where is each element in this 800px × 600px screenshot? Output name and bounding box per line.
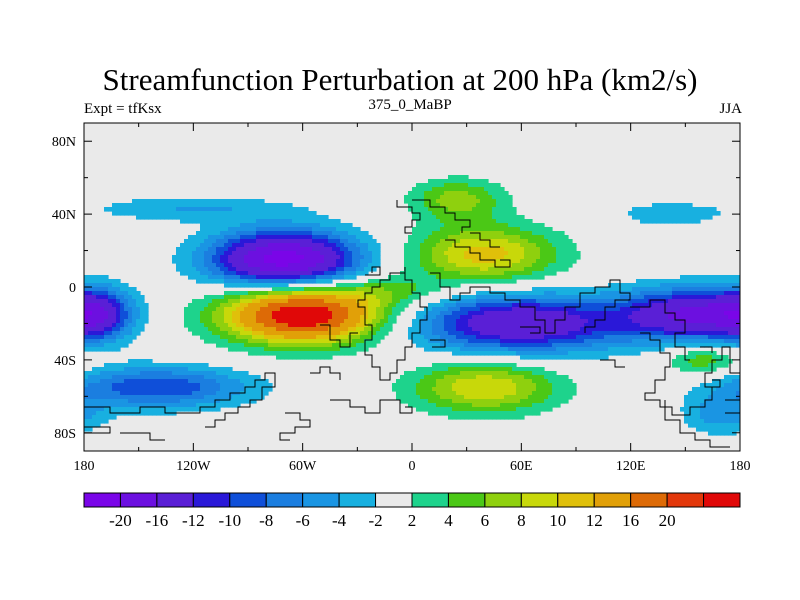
colorbar-label: -12: [182, 511, 205, 530]
x-tick-label: 180: [74, 459, 95, 474]
colorbar-label: 12: [586, 511, 603, 530]
x-tick-label: 60E: [510, 459, 533, 474]
colorbar-swatch: [375, 492, 413, 508]
coastline-asia: [430, 272, 631, 334]
colorbar-label: 8: [517, 511, 526, 530]
colorbar-swatch: [593, 492, 632, 508]
colorbar-swatch: [447, 492, 486, 508]
season-label: JJA: [719, 101, 742, 117]
colorbar-swatch: [265, 492, 304, 508]
colorbar-swatch: [192, 492, 231, 508]
case-label: 375_0_MaBP: [368, 97, 452, 113]
colorbar-label: -16: [146, 511, 169, 530]
colorbar-swatch: [83, 492, 121, 508]
colorbar-swatch: [156, 492, 194, 508]
colorbar-label: -4: [332, 511, 347, 530]
y-tick-label: 40S: [54, 354, 76, 369]
coastline-antarctica: [84, 372, 740, 448]
colorbar-swatch: [557, 492, 595, 508]
colorbar-swatch: [703, 492, 741, 508]
coastline-maritime: [430, 299, 690, 368]
x-tick-label: 60W: [289, 459, 317, 474]
colorbar-swatch: [411, 492, 449, 508]
colorbar-swatch: [229, 492, 267, 508]
colorbar-swatch: [119, 492, 158, 508]
colorbar-label: 16: [622, 511, 639, 530]
coastline-australia: [640, 332, 740, 416]
coastline-africa: [357, 267, 428, 381]
colorbar-swatch: [338, 492, 377, 508]
y-tick-label: 0: [69, 281, 76, 296]
coastline-eurasia: [445, 232, 511, 268]
streamfunction-field: [84, 175, 740, 436]
coastline-north-america: [396, 199, 471, 234]
y-tick-label: 40N: [52, 208, 76, 223]
colorbar-label: -6: [296, 511, 310, 530]
x-tick-label: 120E: [616, 459, 646, 474]
colorbar-label: 10: [549, 511, 566, 530]
colorbar-swatch: [302, 492, 340, 508]
colorbar-swatch: [520, 492, 559, 508]
colorbar-swatch: [484, 492, 522, 508]
x-tick-label: 180: [730, 459, 751, 474]
colorbar-label: -20: [109, 511, 132, 530]
colorbar-label: -8: [259, 511, 273, 530]
x-tick-label: 0: [409, 459, 416, 474]
colorbar-label: -10: [218, 511, 241, 530]
colorbar-label: 4: [444, 511, 453, 530]
colorbar-label: 20: [659, 511, 676, 530]
y-tick-label: 80S: [54, 427, 76, 442]
y-tick-label: 80N: [52, 135, 76, 150]
map-axes: 180 120W 60W 0 60E 120E 180 80N 40N 0 40S 80S: [52, 123, 751, 474]
colorbar-label: 2: [408, 511, 417, 530]
colorbar-label: 6: [481, 511, 490, 530]
x-tick-label: 120W: [176, 459, 211, 474]
colorbar-swatch: [630, 492, 668, 508]
coastlines: [84, 199, 740, 448]
coastline-south-america: [310, 266, 381, 380]
colorbar: -20 -16 -12 -10 -8 -6 -4 -2 2 4 6 8 10 12 16 20: [83, 492, 741, 530]
colorbar-swatch: [666, 492, 705, 508]
experiment-label: Expt = tfKsx: [84, 101, 162, 117]
colorbar-label: -2: [368, 511, 382, 530]
plot-title: Streamfunction Perturbation at 200 hPa (…: [102, 62, 698, 97]
